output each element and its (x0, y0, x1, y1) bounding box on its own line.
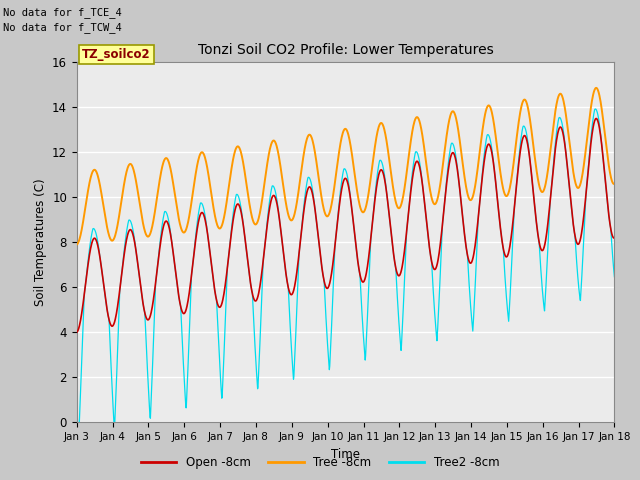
Tree2 -8cm (193, 224, 200, 229)
Open -8cm (179, 311, 187, 316)
Open -8cm (499, 244, 507, 250)
Open -8cm (193, 232, 200, 238)
Tree2 -8cm (547, 191, 555, 196)
Open -8cm (592, 116, 600, 121)
Text: No data for f_TCE_4: No data for f_TCE_4 (3, 7, 122, 18)
Open -8cm (253, 297, 260, 303)
Open -8cm (429, 264, 436, 269)
Y-axis label: Soil Temperatures (C): Soil Temperatures (C) (33, 179, 47, 306)
Tree2 -8cm (591, 106, 599, 112)
Tree -8cm (592, 85, 600, 91)
Tree2 -8cm (611, 274, 618, 280)
Tree -8cm (179, 229, 187, 235)
Tree -8cm (499, 185, 507, 191)
Tree -8cm (193, 167, 200, 173)
Tree -8cm (253, 221, 260, 227)
Title: Tonzi Soil CO2 Profile: Lower Temperatures: Tonzi Soil CO2 Profile: Lower Temperatur… (198, 43, 493, 57)
Tree2 -8cm (73, 405, 81, 410)
Line: Open -8cm: Open -8cm (77, 119, 614, 332)
Tree2 -8cm (500, 248, 508, 254)
Tree -8cm (73, 241, 81, 247)
Text: No data for f_TCW_4: No data for f_TCW_4 (3, 22, 122, 33)
Open -8cm (547, 194, 554, 200)
Tree -8cm (611, 181, 618, 187)
Tree2 -8cm (253, 375, 260, 381)
Open -8cm (611, 235, 618, 240)
Tree2 -8cm (75, 436, 83, 442)
Line: Tree2 -8cm: Tree2 -8cm (77, 109, 614, 439)
Tree -8cm (429, 199, 436, 204)
Open -8cm (73, 329, 81, 335)
Text: TZ_soilco2: TZ_soilco2 (82, 48, 151, 60)
Legend: Open -8cm, Tree -8cm, Tree2 -8cm: Open -8cm, Tree -8cm, Tree2 -8cm (136, 452, 504, 474)
Line: Tree -8cm: Tree -8cm (77, 88, 614, 244)
X-axis label: Time: Time (331, 448, 360, 461)
Tree2 -8cm (180, 366, 188, 372)
Tree2 -8cm (429, 288, 437, 293)
Tree -8cm (547, 147, 554, 153)
